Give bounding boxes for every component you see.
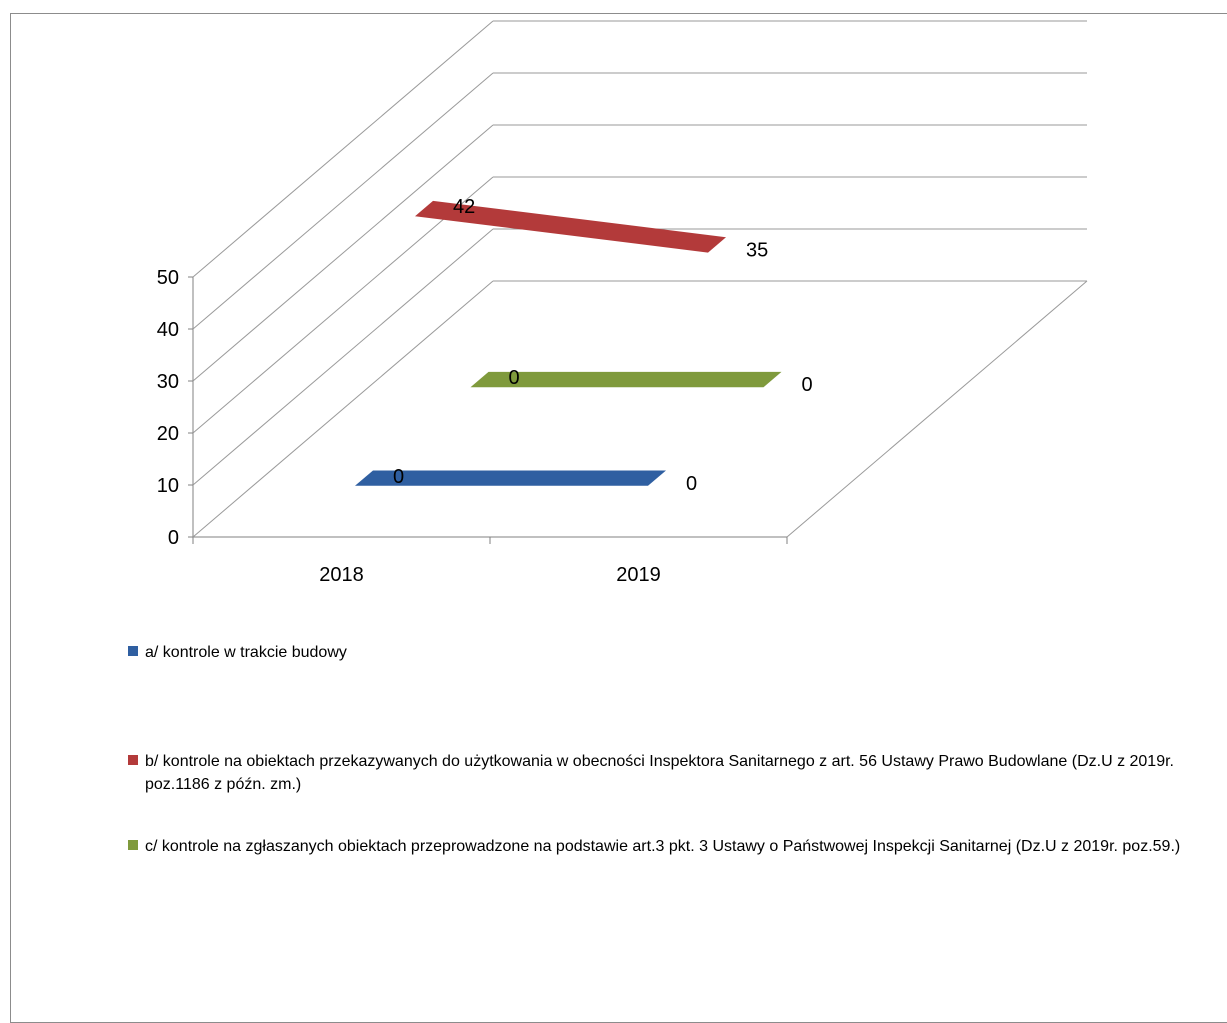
gridline-left-40	[192, 72, 494, 330]
legend-item-b: b/ kontrole na obiektach przekazywanych …	[128, 750, 1227, 796]
y-tick-label-30: 30	[157, 371, 179, 393]
data-label-s2-2018: 42	[453, 196, 475, 218]
gridline-left-30	[192, 124, 494, 382]
series-ribbon-1	[355, 470, 666, 486]
legend-swatch-b	[128, 755, 138, 765]
data-label-s3-2019: 0	[802, 374, 813, 396]
data-label-s3-2018: 0	[509, 367, 520, 389]
legend-label-c: c/ kontrole na zgłaszanych obiektach prz…	[145, 838, 1181, 855]
legend-label-a: a/ kontrole w trakcie budowy	[145, 644, 347, 661]
gridline-left-50	[192, 20, 494, 278]
y-tick-label-20: 20	[157, 423, 179, 445]
data-label-s2-2019: 35	[746, 240, 768, 262]
floor-right-edge	[786, 280, 1088, 538]
legend-item-c: c/ kontrole na zgłaszanych obiektach prz…	[128, 835, 1190, 858]
data-label-s1-2019: 0	[686, 473, 697, 495]
y-tick-label-10: 10	[157, 475, 179, 497]
series-ribbon-2	[415, 200, 726, 253]
y-tick-label-0: 0	[168, 527, 179, 549]
legend-swatch-a	[128, 646, 138, 656]
x-tick-label-2018: 2018	[319, 564, 364, 586]
legend-swatch-c	[128, 840, 138, 850]
floor-left-edge	[192, 280, 494, 538]
legend-label-b: b/ kontrole na obiektach przekazywanych …	[145, 753, 1174, 793]
series-ribbon-3	[470, 371, 782, 388]
gridline-left-10	[192, 228, 494, 486]
legend-item-a: a/ kontrole w trakcie budowy	[128, 641, 357, 664]
y-tick-label-40: 40	[157, 319, 179, 341]
data-label-s1-2018: 0	[393, 466, 404, 488]
y-tick-label-50: 50	[157, 267, 179, 289]
x-tick-label-2019: 2019	[616, 564, 661, 586]
